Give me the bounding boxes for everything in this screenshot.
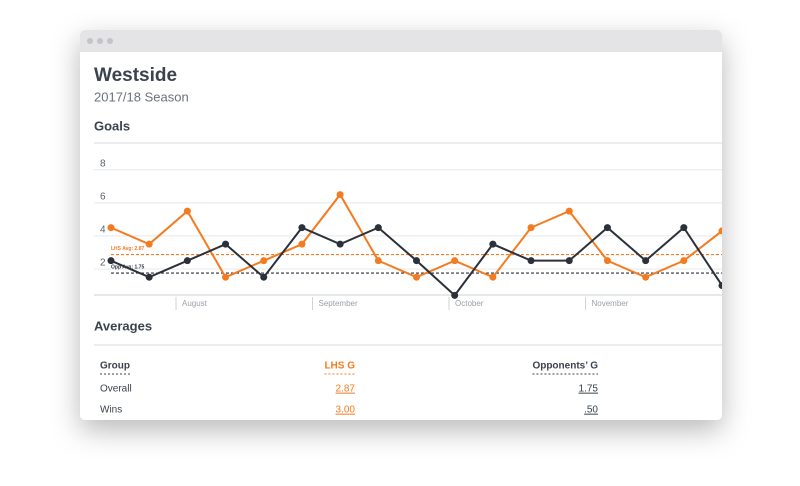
x-tick-label: September	[319, 299, 358, 308]
data-point	[603, 224, 611, 232]
data-point	[565, 207, 573, 215]
window-dot	[97, 38, 103, 44]
average-label: LHS Avg: 2.87	[111, 246, 144, 252]
data-point	[336, 191, 344, 199]
data-point	[718, 281, 722, 289]
data-point	[222, 273, 230, 281]
data-point	[527, 224, 535, 232]
data-point	[413, 257, 420, 265]
title-bar	[80, 30, 722, 52]
x-tick-label: August	[182, 299, 208, 308]
data-point	[183, 207, 191, 215]
data-point	[603, 257, 611, 265]
data-point	[451, 257, 459, 265]
data-point	[680, 257, 688, 265]
data-point	[565, 257, 573, 265]
data-point	[642, 273, 650, 281]
average-value[interactable]: 2.87	[336, 384, 356, 395]
data-point	[183, 257, 191, 265]
average-value[interactable]: 1.75	[579, 384, 599, 395]
data-point	[260, 273, 268, 281]
data-point	[413, 273, 420, 281]
averages-table: Group LHS G Opponents’ G Overall 2.87 1.75 Win…	[100, 361, 598, 416]
section-heading: Goals	[94, 118, 130, 133]
data-point	[145, 273, 153, 281]
y-tick-label: 2	[100, 258, 106, 269]
data-point	[527, 257, 535, 265]
data-point	[451, 291, 459, 299]
x-tick-label: October	[455, 299, 484, 308]
data-point	[298, 224, 306, 232]
data-point	[374, 224, 382, 232]
team-title: Westside	[94, 65, 177, 86]
data-point	[374, 257, 382, 265]
column-header: Opponents’ G	[532, 361, 598, 372]
y-tick-label: 8	[100, 158, 106, 169]
average-value[interactable]: 3.00	[336, 405, 356, 416]
data-point	[107, 224, 115, 232]
x-tick-label: November	[592, 299, 629, 308]
chart: 2 4 6 8 August September October November LHS Av…	[94, 158, 722, 310]
row-label: Wins	[100, 405, 122, 416]
window-dot	[107, 38, 113, 44]
average-value[interactable]: .50	[584, 405, 598, 416]
season-subtitle: 2017/18 Season	[94, 89, 189, 104]
data-point	[489, 273, 497, 281]
data-point	[145, 240, 153, 248]
data-point	[260, 257, 268, 265]
data-point	[718, 227, 722, 235]
data-point	[336, 240, 344, 248]
window	[80, 30, 722, 420]
data-point	[222, 240, 230, 248]
data-point	[298, 240, 306, 248]
column-header: LHS G	[324, 361, 355, 372]
y-tick-label: 6	[100, 191, 106, 202]
row-label: Overall	[100, 384, 132, 395]
data-point	[107, 257, 115, 265]
y-tick-label: 4	[100, 225, 106, 236]
window-dot	[87, 38, 93, 44]
data-point	[680, 224, 688, 232]
data-point	[489, 240, 497, 248]
column-header: Group	[100, 361, 130, 372]
section-heading: Averages	[94, 318, 152, 333]
data-point	[642, 257, 650, 265]
